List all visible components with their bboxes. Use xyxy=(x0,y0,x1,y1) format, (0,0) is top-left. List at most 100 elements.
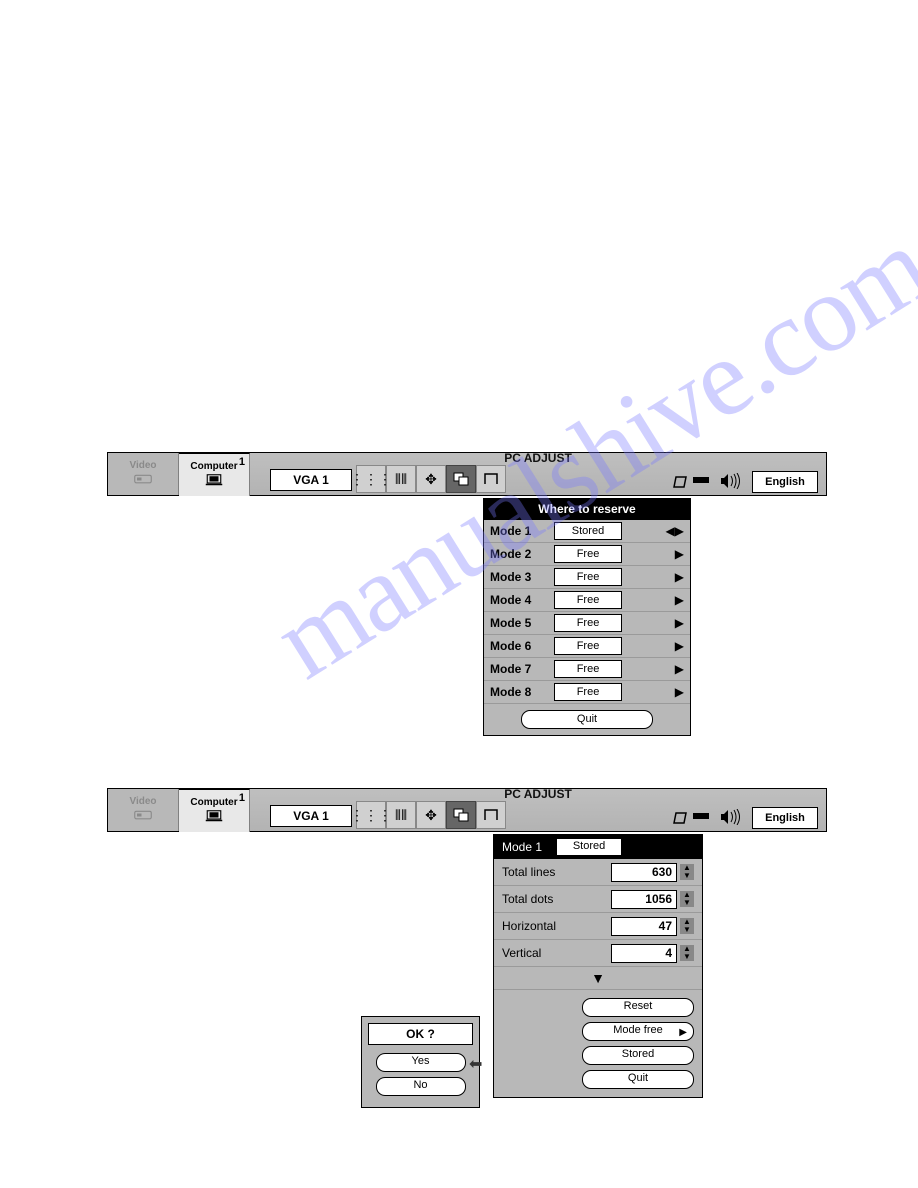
language-box[interactable]: English xyxy=(752,471,818,493)
speaker-icon[interactable] xyxy=(720,473,742,492)
no-button[interactable]: No xyxy=(376,1077,466,1096)
param-label: Horizontal xyxy=(502,919,611,933)
mode-row[interactable]: Mode 6 Free ▶ xyxy=(484,635,690,658)
vga-display-2: VGA 1 xyxy=(270,805,352,827)
mode-label: Mode 3 xyxy=(490,570,548,584)
pc-adjust-title: PC ADJUST xyxy=(504,451,572,465)
speaker-icon-2[interactable] xyxy=(720,809,742,828)
param-row: Horizontal47▲▼ xyxy=(494,913,702,940)
param-value: 630 xyxy=(611,863,677,882)
mode-row[interactable]: Mode 3 Free ▶ xyxy=(484,566,690,589)
param-label: Total dots xyxy=(502,892,611,906)
adjust-mode-status: Stored xyxy=(556,838,622,856)
menu-bar-2: Video Computer 1 PC ADJUST VGA 1 ⋮⋮⋮ ⦀⦀ … xyxy=(107,788,827,832)
spinner-control[interactable]: ▲▼ xyxy=(680,891,694,907)
adjust-actions: Reset Mode free▶ Stored Quit xyxy=(494,990,702,1097)
stored-button[interactable]: Stored xyxy=(582,1046,694,1065)
chevron-right-icon: ▶ xyxy=(675,662,684,676)
language-box-2[interactable]: English xyxy=(752,807,818,829)
mode-label: Mode 7 xyxy=(490,662,548,676)
adjust-mode-label: Mode 1 xyxy=(502,840,542,854)
mode-label: Mode 4 xyxy=(490,593,548,607)
menubar-mid: PC ADJUST VGA 1 ⋮⋮⋮ ⦀⦀ ✥ English xyxy=(250,453,826,495)
icon-group: ⋮⋮⋮ ⦀⦀ ✥ xyxy=(356,465,506,493)
chevron-right-icon: ▶ xyxy=(675,616,684,630)
adjust-panel: Mode 1 Stored Total lines630▲▼Total dots… xyxy=(493,834,703,1098)
reserve-panel: Where to reserve Mode 1Stored◀▶Mode 2Fre… xyxy=(483,498,691,736)
tab-computer-label: Computer xyxy=(190,461,237,472)
icon-aspect[interactable] xyxy=(476,465,506,493)
vga-display: VGA 1 xyxy=(270,469,352,491)
mode-status: Free xyxy=(554,660,622,678)
spinner-down-icon[interactable]: ▼ xyxy=(680,899,694,907)
shape-icons-2 xyxy=(672,811,710,825)
param-row: Total lines630▲▼ xyxy=(494,859,702,886)
spinner-control[interactable]: ▲▼ xyxy=(680,945,694,961)
mode-status: Free xyxy=(554,637,622,655)
menubar-mid-2: PC ADJUST VGA 1 ⋮⋮⋮ ⦀⦀ ✥ English xyxy=(250,789,826,831)
reset-button[interactable]: Reset xyxy=(582,998,694,1017)
video-icon xyxy=(134,472,152,489)
reserve-quit-button[interactable]: Quit xyxy=(521,710,653,729)
chevron-right-icon: ▶ xyxy=(675,639,684,653)
mode-row[interactable]: Mode 8Free▶ xyxy=(484,681,690,704)
right-icon-group: English xyxy=(672,471,826,495)
icon-pcadj-2[interactable] xyxy=(446,801,476,829)
icon-group-2: ⋮⋮⋮ ⦀⦀ ✥ xyxy=(356,801,506,829)
tab-computer-number-2: 1 xyxy=(239,792,245,804)
icon-freq-2[interactable]: ⦀⦀ xyxy=(386,801,416,829)
param-label: Total lines xyxy=(502,865,611,879)
menu-bar-1: Video Computer 1 PC ADJUST VGA 1 ⋮⋮⋮ ⦀⦀ … xyxy=(107,452,827,496)
right-icon-group-2: English xyxy=(672,807,826,831)
icon-pcadj[interactable] xyxy=(446,465,476,493)
arrow-left-icon: ⬅ xyxy=(469,1054,482,1074)
ok-title: OK ? xyxy=(368,1023,473,1045)
tab-computer[interactable]: Computer 1 xyxy=(179,453,250,496)
mode-free-button[interactable]: Mode free▶ xyxy=(582,1022,694,1041)
chevron-right-icon: ▶ xyxy=(675,570,684,584)
mode-row[interactable]: Mode 7 Free ▶ xyxy=(484,658,690,681)
mode-row[interactable]: Mode 5Free▶ xyxy=(484,612,690,635)
icon-sync-2[interactable]: ⋮⋮⋮ xyxy=(356,801,386,829)
yes-button[interactable]: Yes xyxy=(376,1053,466,1072)
computer-icon-2 xyxy=(205,809,223,826)
param-value: 47 xyxy=(611,917,677,936)
mode-row[interactable]: Mode 4Free▶ xyxy=(484,589,690,612)
icon-freq[interactable]: ⦀⦀ xyxy=(386,465,416,493)
tab-computer-number: 1 xyxy=(239,456,245,468)
spinner-control[interactable]: ▲▼ xyxy=(680,864,694,880)
tab-video-label-2: Video xyxy=(129,796,156,807)
param-row: Total dots1056▲▼ xyxy=(494,886,702,913)
spinner-control[interactable]: ▲▼ xyxy=(680,918,694,934)
scroll-down-arrow[interactable]: ▼ xyxy=(494,967,702,990)
icon-aspect-2[interactable] xyxy=(476,801,506,829)
param-row: Vertical4▲▼ xyxy=(494,940,702,967)
mode-status: Free xyxy=(554,591,622,609)
adjust-quit-button[interactable]: Quit xyxy=(582,1070,694,1089)
mode-label: Mode 5 xyxy=(490,616,548,630)
adjust-header: Mode 1 Stored xyxy=(494,835,702,859)
icon-position-2[interactable]: ✥ xyxy=(416,801,446,829)
mode-row[interactable]: Mode 1Stored◀▶ xyxy=(484,520,690,543)
mode-row[interactable]: Mode 2 Free ▶ xyxy=(484,543,690,566)
mode-status: Free xyxy=(554,568,622,586)
chevron-right-icon: ▶ xyxy=(675,547,684,561)
tab-video-label: Video xyxy=(129,460,156,471)
arrow-left-right-icon: ◀▶ xyxy=(666,524,684,538)
spinner-down-icon[interactable]: ▼ xyxy=(680,872,694,880)
spinner-down-icon[interactable]: ▼ xyxy=(680,953,694,961)
tab-video-2[interactable]: Video xyxy=(108,789,179,831)
spinner-down-icon[interactable]: ▼ xyxy=(680,926,694,934)
icon-sync[interactable]: ⋮⋮⋮ xyxy=(356,465,386,493)
tab-video[interactable]: Video xyxy=(108,453,179,495)
tab-computer-label-2: Computer xyxy=(190,797,237,808)
chevron-right-icon: ▶ xyxy=(679,1025,687,1040)
tab-computer-2[interactable]: Computer 1 xyxy=(179,789,250,832)
mode-label: Mode 2 xyxy=(490,547,548,561)
computer-icon xyxy=(205,473,223,490)
pc-adjust-title-2: PC ADJUST xyxy=(504,787,572,801)
ok-dialog: OK ? Yes No xyxy=(361,1016,480,1108)
mode-status: Free xyxy=(554,545,622,563)
icon-position[interactable]: ✥ xyxy=(416,465,446,493)
mode-label: Mode 6 xyxy=(490,639,548,653)
